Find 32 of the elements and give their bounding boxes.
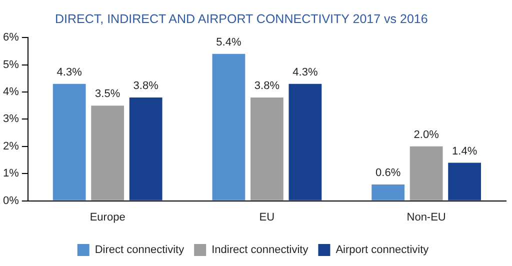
data-label: 4.3% <box>56 66 82 78</box>
legend-label: Indirect connectivity <box>212 244 309 256</box>
bar <box>410 146 443 200</box>
legend-label: Airport connectivity <box>336 244 430 256</box>
bar <box>212 54 246 200</box>
y-tick-label: 3% <box>2 113 20 126</box>
y-tick-label: 4% <box>2 86 20 98</box>
bar <box>288 84 322 200</box>
data-label: 3.5% <box>95 88 120 100</box>
x-tick-label: Non-EU <box>406 211 446 224</box>
x-tick-label: EU <box>259 211 275 224</box>
data-label: 1.4% <box>452 145 478 158</box>
data-label: 3.8% <box>254 80 280 92</box>
chart-title: DIRECT, INDIRECT AND AIRPORT CONNECTIVITY 2017 vs 2016 <box>55 12 428 26</box>
bar <box>250 97 284 200</box>
data-label: 0.6% <box>376 167 401 180</box>
data-label: 2.0% <box>414 128 440 141</box>
y-tick-label: 2% <box>2 140 20 152</box>
y-tick-label: 1% <box>2 168 20 180</box>
data-label: 5.4% <box>216 36 242 48</box>
y-tick-label: 0% <box>2 194 20 207</box>
legend-label: Direct connectivity <box>94 244 185 256</box>
bar <box>91 106 124 200</box>
data-label: 4.3% <box>292 66 318 78</box>
x-tick-label: Europe <box>90 211 126 224</box>
y-tick-label: 6% <box>2 32 20 44</box>
bar <box>448 162 482 200</box>
data-label: 3.8% <box>133 80 159 92</box>
bar <box>372 184 405 200</box>
y-tick-label: 5% <box>2 58 20 71</box>
bar <box>52 84 86 200</box>
bar <box>129 97 162 200</box>
